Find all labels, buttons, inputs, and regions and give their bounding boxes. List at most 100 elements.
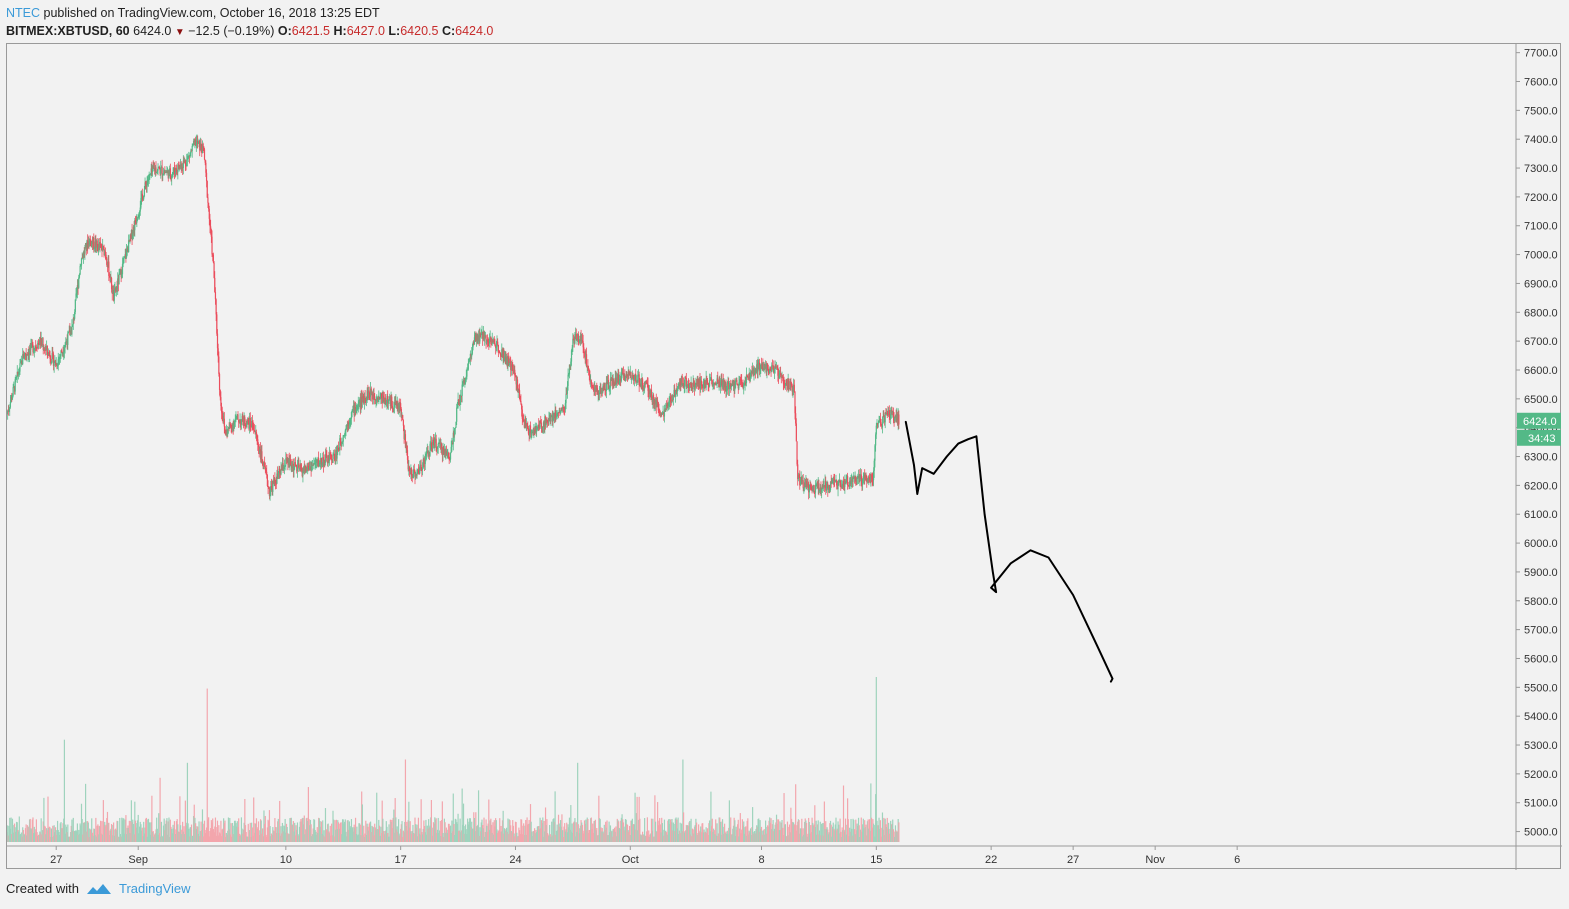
volume-bar (123, 833, 126, 842)
candle-body (726, 383, 728, 391)
freehand-drawing[interactable] (904, 420, 1114, 683)
volume-bar (383, 834, 385, 842)
volume-bar (413, 833, 415, 842)
candle-body (788, 388, 791, 390)
volume-bar (86, 821, 88, 842)
volume-bar (468, 821, 470, 842)
volume-bar (121, 817, 123, 842)
volume-bar (238, 833, 240, 842)
price-chart[interactable]: 7700.07600.07500.07400.07300.07200.07100… (7, 44, 1562, 870)
volume-bar (592, 832, 594, 842)
low-label: L: (388, 24, 401, 38)
candle-body (579, 335, 581, 340)
volume-bar (20, 832, 22, 842)
candle-body (30, 343, 32, 350)
volume-bar (314, 829, 316, 842)
volume-bar (687, 825, 689, 842)
candle-body (810, 484, 812, 487)
symbol-label[interactable]: BITMEX:XBTUSD, 60 (6, 24, 130, 38)
candle-body (597, 393, 599, 395)
candle-body (707, 382, 709, 386)
volume-bar (67, 824, 69, 842)
volume-bar (227, 817, 230, 842)
candle-body (353, 405, 355, 416)
price-axis[interactable]: 7700.07600.07500.07400.07300.07200.07100… (1516, 48, 1558, 839)
volume-bar (136, 820, 139, 842)
candle-body (391, 405, 394, 409)
candle-body (812, 490, 814, 492)
volume-bar (570, 805, 572, 842)
volume-bar (764, 834, 766, 842)
volume-bar (813, 824, 815, 842)
volume-bar (678, 833, 680, 842)
volume-bar (788, 824, 791, 842)
candle-body (24, 352, 27, 355)
candle-body (193, 140, 195, 142)
volume-bar (251, 827, 253, 842)
volume-bar (560, 826, 562, 842)
volume-bar (535, 830, 537, 842)
volume-bar (480, 831, 482, 842)
volume-bar (573, 821, 575, 842)
candle-body (350, 411, 353, 419)
volume-bar (620, 820, 622, 842)
volume-bar (565, 829, 567, 842)
candle-body (626, 374, 628, 376)
volume-bar (771, 828, 773, 842)
volume-bar (784, 824, 787, 842)
candle-body (562, 407, 564, 409)
price-tick-label: 5100.0 (1524, 798, 1558, 810)
tradingview-link[interactable]: TradingView (118, 881, 191, 896)
volume-bar (63, 818, 65, 842)
volume-bar (847, 819, 849, 842)
volume-bar (47, 796, 49, 842)
volume-bar (321, 833, 323, 842)
time-axis[interactable]: 27 Sep 10 17 24 Oct 8 15 22 27 Nov 6 (50, 846, 1240, 866)
candle-body (65, 341, 68, 343)
volume-bar (652, 818, 654, 842)
volume-bar (315, 831, 317, 842)
candle-body (643, 388, 645, 390)
candle-body (637, 374, 640, 376)
volume-bar (800, 828, 802, 842)
candle-body (95, 240, 98, 248)
volume-bar (277, 821, 279, 842)
candle-body (439, 442, 441, 447)
volume-bar (311, 834, 314, 842)
volume-bar (247, 823, 249, 842)
volume-bar (432, 822, 435, 842)
volume-bar (475, 826, 478, 842)
candle-body (519, 399, 521, 401)
volume-bar (225, 836, 227, 842)
candle-body (695, 383, 697, 385)
volume-bar (110, 828, 112, 842)
candle-body (578, 341, 580, 343)
candle-body (694, 384, 696, 390)
volume-bar (859, 829, 862, 842)
volume-bar (41, 830, 44, 842)
author-link[interactable]: NTEC (6, 6, 41, 20)
volume-bar (481, 819, 483, 842)
volume-bar (358, 823, 360, 842)
volume-bar (648, 836, 651, 842)
candle-body (470, 353, 472, 357)
volume-bar (709, 831, 711, 842)
candle-body (395, 401, 398, 406)
volume-bar (250, 837, 252, 842)
price-tick-label: 7500.0 (1524, 105, 1558, 117)
volume-bar (184, 800, 186, 842)
candle-body (257, 444, 260, 448)
candle-body (646, 383, 648, 385)
volume-bar (845, 834, 847, 842)
volume-bar (635, 813, 638, 842)
volume-bar (253, 797, 255, 842)
volume-bar (302, 817, 304, 842)
candle-body (301, 469, 303, 477)
volume-bar (192, 835, 194, 842)
candle-body (402, 420, 404, 426)
volume-bar (203, 823, 205, 842)
volume-bar (43, 797, 45, 842)
volume-bar (205, 829, 207, 842)
chart-frame[interactable]: 7700.0 7600.0 7500.0 7400.0 7300.0 7200.0 7100… (6, 43, 1562, 870)
volume-bar (492, 834, 495, 842)
